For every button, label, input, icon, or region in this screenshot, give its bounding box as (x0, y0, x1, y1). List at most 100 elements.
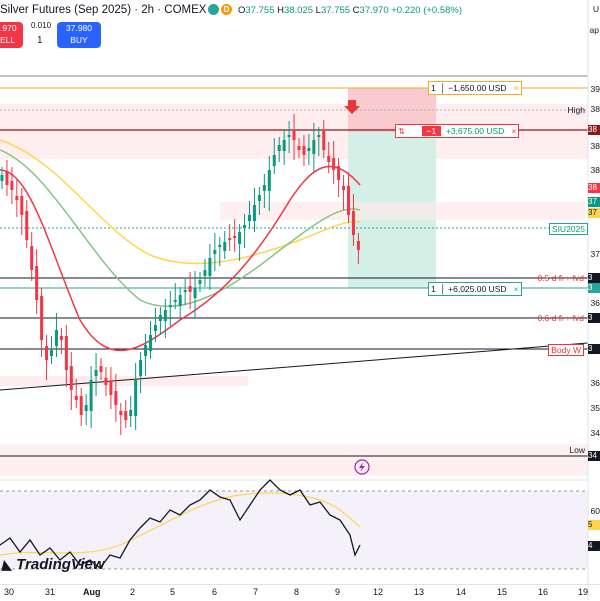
scale-tag: 3 (588, 283, 600, 293)
price-tick: 38 (590, 104, 600, 114)
candle-body (64, 336, 68, 370)
candle-body (337, 166, 341, 180)
low-value: 37.755 (320, 5, 351, 16)
reverse-icon[interactable]: ⇅ (398, 126, 406, 136)
fvd-06-label: 0.6 d fi + fvd (537, 313, 584, 323)
candle-body (243, 225, 247, 228)
scale-tag: 3 (588, 313, 600, 323)
candle-body (287, 135, 291, 137)
fvg-zone-2 (0, 376, 248, 386)
candle-body (178, 295, 182, 306)
target-qty: 1 (431, 284, 436, 294)
candle-body (114, 391, 118, 405)
candle-body (292, 131, 296, 140)
candle-body (25, 211, 29, 240)
x-tick: 19 (578, 587, 589, 597)
candle-body (50, 350, 53, 356)
price-tick: 35 (590, 403, 600, 413)
candle-body (109, 381, 113, 395)
price-tick: 38 (590, 141, 600, 151)
buy-price: 37.980 (66, 23, 92, 33)
candle-body (124, 411, 128, 420)
candle-body (272, 155, 276, 166)
candle-body (5, 171, 9, 185)
delayed-data-badge[interactable]: D (221, 4, 232, 15)
price-tick: 39 (590, 84, 600, 94)
candle-body (257, 195, 261, 201)
price-tick: 36 (590, 298, 600, 308)
candle-body (74, 396, 78, 400)
stop-arrow-icon (344, 100, 360, 114)
position-qty: −1 (421, 126, 442, 136)
tradingview-logo: ◣ TradingView (2, 556, 105, 573)
fvg-zone-1 (220, 202, 585, 220)
high-value: 38.025 (283, 5, 314, 16)
candle-body (104, 378, 108, 385)
change-value: +0.220 (+0.58%) (391, 5, 463, 16)
sell-button[interactable]: .970 ELL (0, 22, 23, 48)
stop-order-tag[interactable]: 1 │ −1,650.00 USD × (428, 81, 522, 95)
candle-body (228, 238, 232, 240)
position-pnl: +3,675.00 USD (445, 126, 505, 136)
x-tick: Aug (83, 587, 101, 597)
candle-body (302, 146, 306, 155)
candle-body (119, 411, 123, 415)
candle-body (153, 325, 157, 331)
scale-tag: 38 (588, 183, 600, 193)
price-tick: 37 (590, 249, 600, 259)
stop-close-icon[interactable]: × (513, 83, 519, 93)
target-zone (348, 132, 436, 288)
candle-body (139, 360, 143, 376)
position-tag[interactable]: ⇅ −1 +3,675.00 USD × (395, 124, 520, 138)
trend-line (0, 342, 589, 391)
x-tick: 6 (212, 587, 218, 597)
candle-body (163, 310, 167, 321)
open-label: O (238, 5, 246, 16)
scale-tag: 3 (588, 273, 600, 283)
sell-price: .970 (0, 23, 17, 33)
candle-body (252, 205, 256, 221)
low-zone (0, 444, 588, 476)
rsi-tick: 60 (590, 506, 600, 516)
buy-label: BUY (70, 35, 88, 45)
candle-body (144, 345, 148, 356)
candle-body (40, 296, 44, 340)
candle-body (59, 336, 63, 340)
candle-body (248, 215, 251, 221)
candle-body (35, 266, 39, 300)
stop-pnl: −1,650.00 USD (448, 83, 507, 93)
candle-body (342, 186, 346, 190)
candle-body (79, 396, 83, 415)
candle-body (208, 258, 212, 276)
scale-tag: 3 (588, 344, 600, 354)
candle-body (351, 211, 355, 235)
candle-body (307, 148, 311, 151)
low-label: L (315, 5, 321, 16)
rsi-tag: 5 (588, 520, 600, 530)
candle-body (94, 370, 98, 376)
candle-body (198, 280, 202, 284)
position-close-icon[interactable]: × (511, 126, 517, 136)
x-tick: 31 (45, 587, 56, 597)
scale-tag: 34 (588, 451, 600, 461)
candle-body (69, 366, 73, 390)
candle-body (297, 146, 301, 150)
candle-body (99, 366, 103, 372)
candle-body (183, 290, 187, 292)
close-label: C (352, 5, 360, 16)
candle-body (347, 186, 350, 215)
account-indicator[interactable]: U (592, 4, 599, 14)
quantity-input[interactable]: 1 (37, 35, 43, 46)
candle-body (262, 185, 266, 191)
symbol-price-tag: SIU2025 (548, 223, 588, 235)
time-axis[interactable]: 30 31 Aug 2 5 6 7 8 9 12 13 14 15 16 19 (0, 584, 600, 601)
candle-body (223, 242, 227, 251)
target-order-tag[interactable]: 1 │ +6,025.00 USD × (428, 282, 522, 296)
symbol-title[interactable]: Silver Futures (Sep 2025) · 2h · COMEX (0, 4, 207, 16)
candle-body (173, 300, 177, 302)
buy-button[interactable]: 37.980 BUY (57, 22, 101, 48)
target-close-icon[interactable]: × (513, 284, 519, 294)
x-tick: 16 (538, 587, 549, 597)
candle-body (54, 330, 58, 346)
body-w-label: Body W (548, 344, 584, 356)
